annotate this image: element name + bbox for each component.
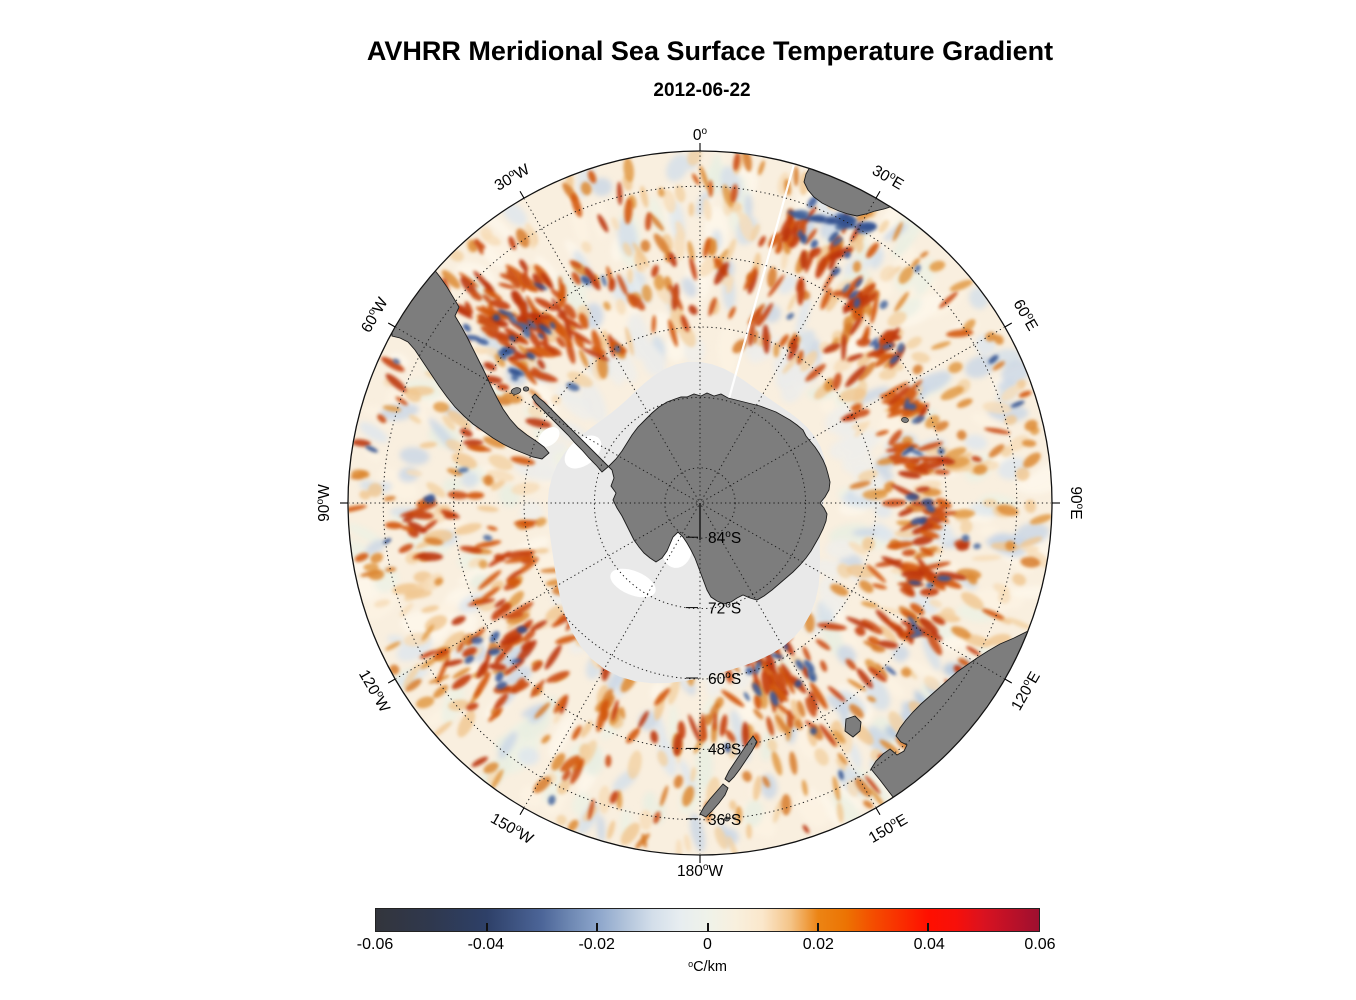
latitude-label-84S: 84oS <box>708 529 741 547</box>
latitude-label-60S: 60oS <box>708 670 741 688</box>
meridian-label-60W: 60oW <box>357 294 391 336</box>
new-zealand-north-island <box>699 783 729 818</box>
latitude-ring-48S <box>453 256 947 750</box>
latitude-ring-60S <box>523 326 877 680</box>
falkland-islands <box>510 387 522 395</box>
meridian-line-150E <box>701 505 876 808</box>
meridian-tick-120W <box>387 678 396 684</box>
meridian-tick-120E <box>1004 678 1013 684</box>
latitude-label-36S: 36oS <box>708 811 741 829</box>
meridian-tick-60E <box>1004 322 1013 328</box>
meridian-label-30E: 30oE <box>869 161 907 193</box>
meridian-line-30E <box>701 198 876 501</box>
stewart-island <box>724 816 730 822</box>
meridian-line-60W <box>395 327 698 502</box>
meridian-label-0: 0o <box>693 126 708 144</box>
meridian-label-150E: 150oE <box>865 810 910 846</box>
meridian-label-150W: 150oW <box>488 809 537 848</box>
new-zealand-south-island <box>724 735 758 783</box>
meridian-line-120W <box>395 504 698 679</box>
sst-gradient-field <box>348 151 1052 855</box>
figure-title: AVHRR Meridional Sea Surface Temperature… <box>366 36 1054 66</box>
figure-subtitle: 2012-06-22 <box>653 80 751 101</box>
meridian-labels: 0o 30oE 60oE 90oE 120oE 150oE 180oW 150oW 120oW 9… <box>315 126 1085 880</box>
falkland-islands-east <box>522 386 530 392</box>
meridian-tick-150W <box>519 807 525 816</box>
land-layer <box>391 166 1035 822</box>
texture-blue-spots <box>365 196 1025 806</box>
antarctica-landmass <box>531 392 831 605</box>
latitude-label-72S: 72oS <box>708 600 741 618</box>
latitude-ring-72S <box>593 396 807 610</box>
meridian-tick-30W <box>519 190 525 199</box>
tasmania-landmass <box>844 715 862 738</box>
ross-sea-polynya <box>610 568 656 598</box>
latitude-labels: 84oS 72oS 60oS 48oS 36oS <box>686 529 741 829</box>
meridian-tick-30E <box>875 190 881 199</box>
meridian-line-30W <box>524 198 699 501</box>
meridian-label-90W: 90oW <box>315 484 333 522</box>
meridian-label-120W: 120oW <box>355 667 394 716</box>
larsen-ice <box>538 427 560 447</box>
latitude-ring-36S <box>382 185 1018 821</box>
meridian-label-60E: 60oE <box>1010 296 1042 334</box>
south-america-landmass <box>391 265 550 460</box>
latitude-label-48S: 48oS <box>708 740 741 758</box>
meridian-line-120E <box>702 504 1005 679</box>
meridian-line-150W <box>524 505 699 808</box>
meridian-tick-60W <box>387 322 396 328</box>
meridian-line-60E <box>702 327 1005 502</box>
meridian-tick-150E <box>875 807 881 816</box>
latitude-ring-84S <box>664 467 736 539</box>
meridian-label-180W: 180oW <box>677 862 723 880</box>
kerguelen-island <box>901 417 909 423</box>
meridian-label-90E: 90oE <box>1067 486 1085 519</box>
graticule <box>349 152 1051 854</box>
meridian-label-30W: 30oW <box>491 160 533 194</box>
meridian-label-120E: 120oE <box>1007 668 1043 713</box>
